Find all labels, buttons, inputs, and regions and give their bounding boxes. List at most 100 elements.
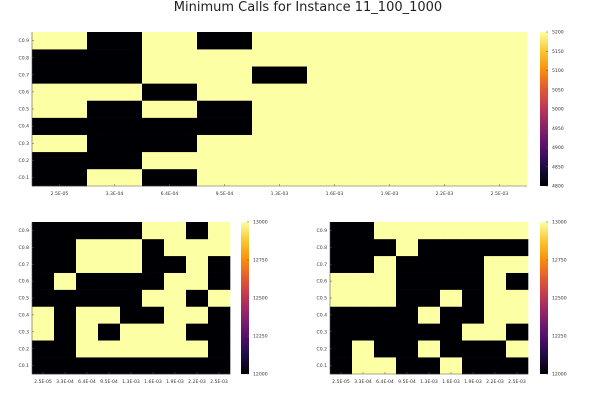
heatmap-cell [186,255,209,273]
heatmap-cell [506,340,529,358]
heatmap-cell [362,168,418,187]
heatmap-cell [120,222,143,240]
heatmap-cell [164,238,187,257]
heatmap-cell [352,306,375,324]
heatmap-cell [164,222,187,240]
heatmap-cell [208,340,231,358]
x-tick-label: 9.5E-04 [216,191,234,197]
heatmap-cell [396,306,419,324]
heatmap-cell [120,272,143,290]
heatmap-cell [362,66,418,84]
heatmap-cell [186,222,209,240]
heatmap-cell [32,323,55,341]
heatmap-cell [32,151,88,170]
heatmap-cell [252,134,308,153]
heatmap-cell [142,340,165,358]
heatmap-cell [54,289,77,307]
heatmap-cell [418,289,441,307]
x-tick-label: 1.6E-03 [144,379,162,385]
heatmap-cell [374,238,397,257]
y-tick-label: C0.9 [18,228,29,234]
heatmap-cell [197,117,253,135]
heatmap-cell [330,255,353,273]
heatmap-cell [374,255,397,273]
heatmap-panel-2: 2.5E-05 3.3E-04 6.4E-04 9.5E-04 1.3E-03 1.6E-… [18,220,267,385]
heatmap-cell [330,289,353,307]
heatmap-cell [462,323,485,341]
colorbar-tick-label: 12250 [552,334,567,340]
heatmap-cell [417,32,473,50]
heatmap-cell [440,357,463,375]
y-tick-label: C0.2 [18,346,29,352]
heatmap-cell [142,222,165,240]
heatmap-cell [142,323,165,341]
heatmap-cell [54,238,77,257]
x-tick-label: 6.4E-04 [78,379,96,385]
heatmap-cell [98,255,121,273]
heatmap-cell [142,117,198,135]
heatmap-cell [417,151,473,170]
x-tick-label: 2.5E-03 [491,191,509,197]
colorbar-tick-label: 4850 [552,164,564,170]
x-tick-label: 1.6E-03 [326,191,344,197]
colorbar-tick-label: 12000 [552,372,567,378]
x-tick-label: 2.5E-03 [508,379,526,385]
heatmap-cell [484,255,507,273]
heatmap-cell [76,340,99,358]
heatmap-cell [396,272,419,290]
heatmap-cell [164,323,187,341]
heatmap-cell [32,340,55,358]
heatmap-cell [197,66,253,84]
x-tick-label: 9.5E-04 [100,379,118,385]
heatmap-cell [417,100,473,118]
heatmap-cell [208,222,231,240]
heatmap-cell [472,100,528,118]
heatmap-cell [142,66,198,84]
heatmap-cell [98,289,121,307]
heatmap-cell [506,306,529,324]
y-tick-label: C0.4 [316,312,327,318]
heatmap-cell [417,168,473,187]
heatmap-cell [208,272,231,290]
y-tick-label: C0.4 [18,124,29,130]
heatmap-cell [142,32,198,50]
y-tick-label: C0.2 [316,346,327,352]
colorbar-tick-label: 13000 [253,220,268,226]
x-tick-label: 2.5E-05 [332,379,350,385]
heatmap-cell [76,306,99,324]
heatmap-cell [87,168,143,187]
heatmap-cell [472,134,528,153]
heatmap-cell [506,272,529,290]
heatmap-cell [76,238,99,257]
heatmap-cell [32,100,88,118]
y-tick-label: C0.7 [18,262,29,268]
heatmap-cell [352,323,375,341]
heatmap-cell [76,222,99,240]
colorbar-tick-label: 5000 [552,107,564,113]
y-tick-label: C0.9 [18,38,29,44]
heatmap-cell [472,83,528,101]
heatmap-cell [208,306,231,324]
heatmap-cell [142,357,165,375]
y-tick-label: C0.3 [18,141,29,147]
heatmap-cell [362,151,418,170]
heatmap-cell [120,323,143,341]
heatmap-cell [98,272,121,290]
heatmap-cell [87,100,143,118]
x-tick-label: 6.4E-04 [161,191,179,197]
heatmap-cell [307,66,363,84]
heatmap-cell [396,340,419,358]
heatmap-cell [506,323,529,341]
heatmap-cell [186,238,209,257]
heatmap-cell [252,117,308,135]
heatmap-cell [197,49,253,67]
y-tick-label: C0.8 [316,245,327,251]
x-tick-label: 1.3E-03 [271,191,289,197]
heatmap-cell [76,255,99,273]
heatmap-cell [54,340,77,358]
heatmap-cell [440,340,463,358]
heatmap-cell [374,222,397,240]
heatmap-cell [32,83,88,101]
heatmap-cell [208,323,231,341]
heatmap-cell [417,49,473,67]
